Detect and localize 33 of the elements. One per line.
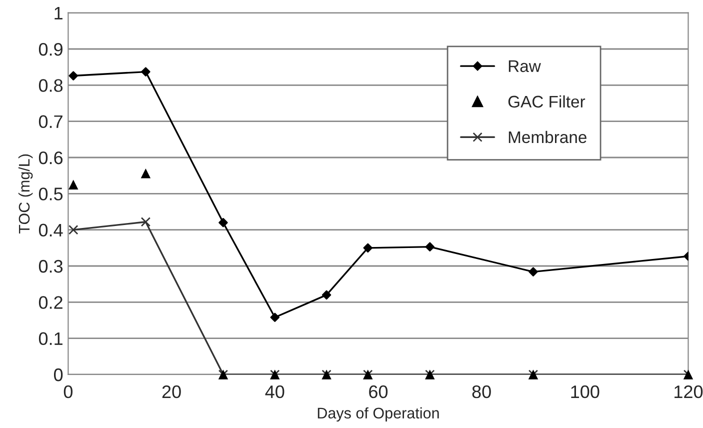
x-axis-title: Days of Operation [318,407,439,422]
y-tick-label: 0.8 [38,79,63,92]
y-axis-title: TOC (mg/L) [18,154,33,234]
x-tick-label: 100 [571,385,600,398]
point [218,218,228,228]
y-tick-label: 1 [54,6,62,20]
point [363,243,373,253]
x-tick-label: 0 [64,385,73,398]
y-tick-label: 0.4 [38,224,63,237]
point [528,267,538,276]
y-tick-label: 0.7 [38,115,62,128]
point [68,224,78,235]
y-tick-label: 0.1 [38,332,62,346]
point [141,67,150,76]
x-tick-label: 80 [472,385,491,398]
y-tick-label: 0.2 [38,296,62,309]
legend-label: Raw [508,60,541,72]
y-tick-label: 0.9 [38,42,62,56]
y-tick-label: 0.6 [38,151,63,164]
y-tick-label: 0 [54,368,63,382]
point [68,71,78,80]
point [270,312,280,322]
legend-label: GAC Filter [508,95,586,108]
x-tick-label: 60 [369,385,388,398]
x-tick-label: 120 [674,385,703,398]
y-tick-label: 0.5 [38,188,63,200]
point [322,290,332,300]
x-tick-label: 20 [162,385,181,398]
x-tick-label: 40 [265,385,284,398]
y-tick-label: 0.3 [38,260,63,273]
point [140,217,151,227]
legend-label: Membrane [508,130,586,144]
point [425,242,435,252]
